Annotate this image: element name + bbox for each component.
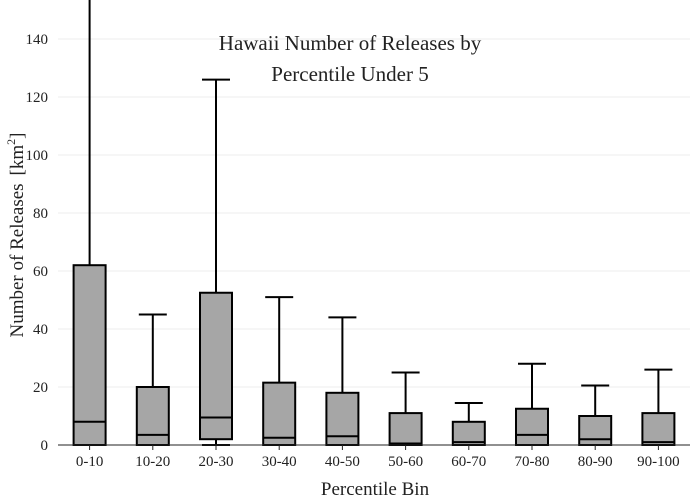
iqr-box <box>262 381 297 446</box>
boxes <box>72 0 676 447</box>
x-tick-label: 70-80 <box>515 454 550 470</box>
y-tick-label: 100 <box>26 148 49 164</box>
y-tick-label: 20 <box>33 380 48 396</box>
chart-title-line-1: Hawaii Number of Releases by <box>219 31 482 55</box>
x-tick-label: 80-90 <box>578 454 613 470</box>
box-group <box>451 401 486 446</box>
x-tick-label: 20-30 <box>199 454 234 470</box>
y-axis-ticks: 0 20 40 60 80 100 120 140 <box>26 32 49 454</box>
box-group <box>199 78 233 446</box>
box-group <box>515 362 549 446</box>
x-tick-label: 0-10 <box>76 454 104 470</box>
box-group <box>388 371 423 447</box>
y-axis-title-unit-prefix: [km <box>7 145 28 176</box>
box-group <box>578 384 613 446</box>
x-axis-title: Percentile Bin <box>321 479 430 500</box>
x-tick-label: 10-20 <box>135 454 170 470</box>
box-group <box>262 296 297 446</box>
x-tick-label: 30-40 <box>262 454 297 470</box>
x-tick-label: 90-100 <box>637 454 680 470</box>
iqr-box <box>199 291 233 441</box>
y-tick-label: 140 <box>26 32 49 48</box>
y-tick-label: 0 <box>41 438 49 454</box>
iqr-box <box>515 407 549 446</box>
iqr-box <box>72 264 107 447</box>
y-axis-title-main: Number of Releases <box>7 183 28 337</box>
iqr-box <box>641 412 676 447</box>
y-tick-label: 60 <box>33 264 48 280</box>
x-tick-label: 50-60 <box>388 454 423 470</box>
y-axis-title-unit-sup: 2 <box>4 139 18 145</box>
iqr-box <box>578 415 613 446</box>
box-group <box>72 0 107 447</box>
box-group <box>325 316 360 446</box>
y-tick-label: 120 <box>26 90 49 106</box>
y-axis-title: Number of Releases [km2] <box>4 133 28 338</box>
box-group <box>135 313 170 446</box>
y-tick-label: 80 <box>33 206 48 222</box>
gridlines <box>58 38 690 388</box>
y-axis-title-unit-suffix: ] <box>7 133 28 139</box>
x-axis-ticks: 0-10 10-20 20-30 30-40 40-50 50-60 60-70 70-80 8… <box>76 445 680 470</box>
iqr-box <box>388 412 423 447</box>
x-tick-label: 60-70 <box>451 454 486 470</box>
y-tick-label: 40 <box>33 322 48 338</box>
iqr-box <box>135 386 170 446</box>
x-tick-label: 40-50 <box>325 454 360 470</box>
chart-title-line-2: Percentile Under 5 <box>271 62 428 86</box>
box-group <box>641 368 676 447</box>
